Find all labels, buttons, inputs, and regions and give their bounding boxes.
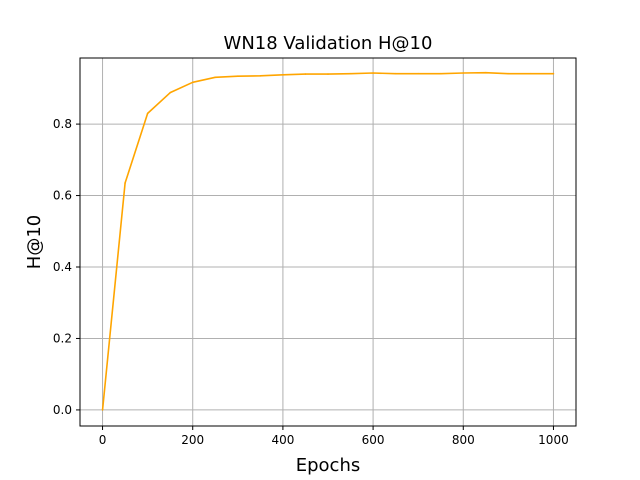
data-point	[439, 72, 442, 75]
x-tick-label: 800	[452, 433, 475, 447]
data-point	[304, 73, 307, 75]
data-point	[237, 75, 239, 78]
data-point	[394, 72, 397, 75]
y-tick-label: 0.8	[53, 117, 72, 131]
x-tick-label: 0	[99, 433, 107, 447]
data-point	[146, 112, 149, 115]
data-point	[349, 72, 352, 75]
y-tick-label: 0.0	[53, 403, 72, 417]
plot-frame	[79, 57, 577, 427]
data-point	[214, 76, 217, 79]
grid-lines	[80, 58, 576, 426]
x-tick-label: 1000	[538, 433, 569, 447]
data-point	[101, 409, 104, 411]
x-tick-label: 200	[181, 433, 204, 447]
data-point	[372, 72, 374, 74]
data-point	[552, 72, 555, 75]
x-tick-label: 600	[362, 433, 385, 447]
data-point	[327, 73, 329, 75]
y-tick-label: 0.6	[53, 189, 72, 203]
chart-title: WN18 Validation H@10	[224, 33, 433, 54]
data-point	[191, 81, 194, 84]
data-point	[282, 73, 284, 76]
data-point	[259, 75, 262, 77]
series-layer	[101, 71, 555, 411]
data-point	[530, 72, 532, 75]
data-point	[485, 71, 487, 74]
x-axis-label: Epochs	[296, 455, 361, 476]
x-tick-label: 400	[271, 433, 294, 447]
data-point	[462, 72, 465, 74]
y-tick-label: 0.2	[53, 331, 72, 345]
data-point	[124, 182, 126, 184]
data-point	[507, 72, 510, 75]
y-tick-label: 0.4	[53, 260, 72, 274]
data-point	[417, 72, 419, 75]
data-point	[169, 91, 171, 94]
axis-ticks: 0 200 400 600 800 1000 0.0 0.2 0.4 0.6 0.8	[53, 117, 569, 447]
y-axis-label: H@10	[24, 215, 45, 269]
